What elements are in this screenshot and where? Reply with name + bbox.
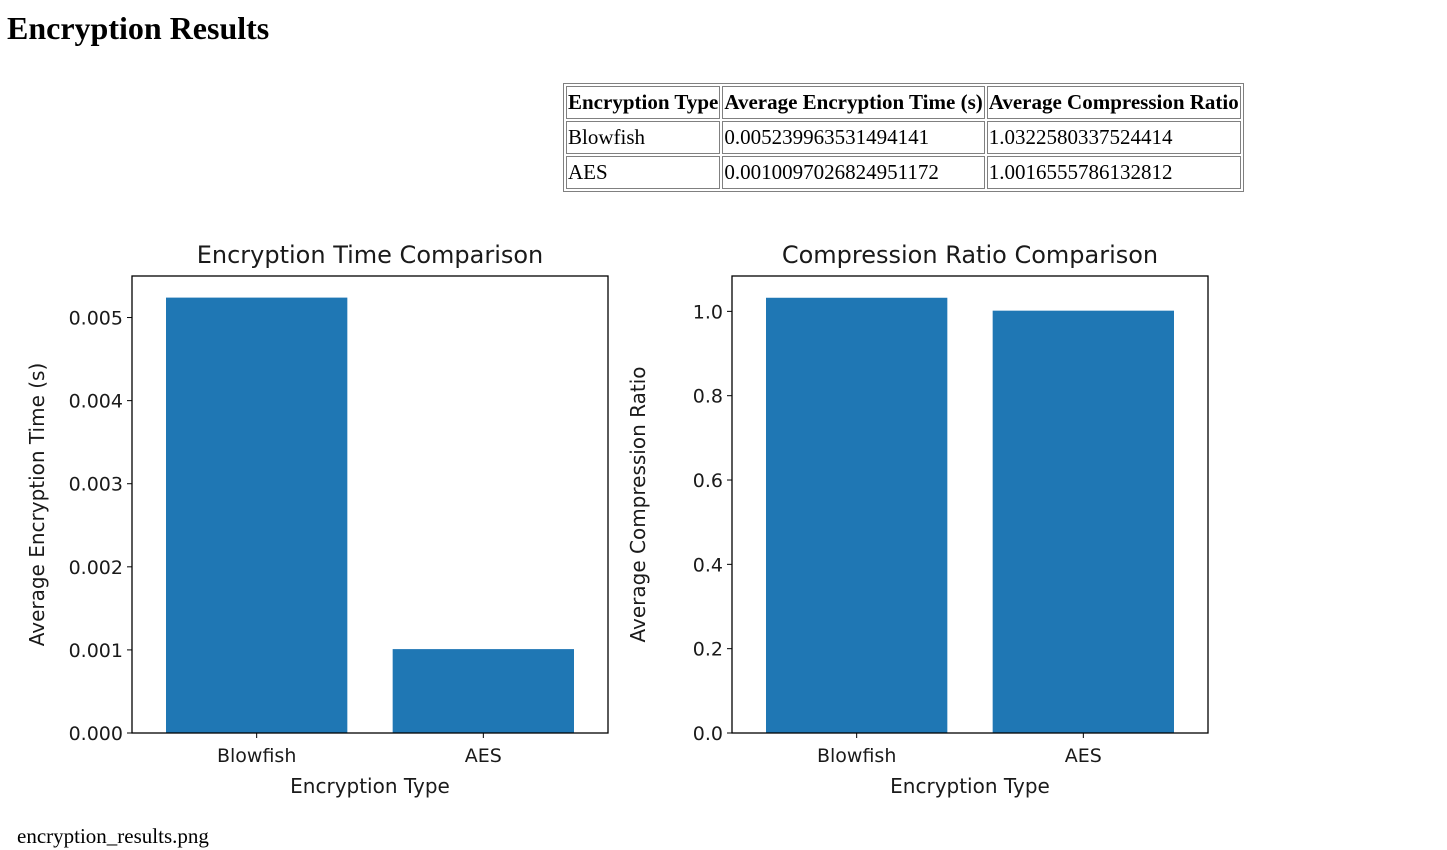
column-header-avg-encryption-time: Average Encryption Time (s) [722,86,985,119]
y-tick-label: 0.002 [69,557,123,579]
table-row: AES 0.0010097026824951172 1.001655578613… [566,156,1241,189]
x-axis-label: Encryption Type [890,774,1050,798]
table-row: Blowfish 0.005239963531494141 1.03225803… [566,121,1241,154]
chart-title: Compression Ratio Comparison [782,241,1158,269]
table-cell: AES [566,156,721,189]
y-tick-label: 0.005 [69,308,123,330]
encryption-time-chart-svg: Encryption Time Comparison Blowfish AES 0.0… [25,241,609,798]
plot-frame [131,275,609,734]
y-tick-label: 0.001 [69,640,123,662]
y-tick-label: 0.000 [69,723,123,745]
y-axis-label: Average Encryption Time (s) [25,363,49,647]
compression-ratio-chart-svg: Compression Ratio Comparison Blowfish AES 0… [626,241,1209,798]
image-caption: encryption_results.png [17,824,209,848]
results-table: Encryption Type Average Encryption Time … [563,83,1244,192]
table-header-row: Encryption Type Average Encryption Time … [566,86,1241,119]
column-header-avg-compression-ratio: Average Compression Ratio [986,86,1241,119]
column-header-encryption-type: Encryption Type [566,86,721,119]
bar-aes [992,310,1174,733]
y-tick-label: 0.2 [693,639,723,661]
bar-blowfish [166,297,348,733]
bar-aes [392,649,574,733]
table-cell: 0.005239963531494141 [722,121,985,154]
x-tick-label: AES [465,745,502,767]
table-cell: Blowfish [566,121,721,154]
page-title: Encryption Results [7,10,270,46]
y-tick-label: 0.4 [693,554,723,576]
y-tick-label: 0.6 [693,470,723,492]
chart-title: Encryption Time Comparison [197,241,544,269]
x-tick-label: Blowfish [217,745,296,767]
y-tick-label: 0.004 [69,391,123,413]
bar-blowfish [766,297,948,733]
compression-ratio-chart: Compression Ratio Comparison Blowfish AES 0… [620,225,1220,810]
x-axis-label: Encryption Type [290,774,450,798]
table-cell: 1.0016555786132812 [986,156,1241,189]
y-axis-label: Average Compression Ratio [626,367,650,643]
y-tick-label: 0.003 [69,474,123,496]
x-tick-label: Blowfish [817,745,896,767]
plot-frame [731,275,1209,734]
table-cell: 1.0322580337524414 [986,121,1241,154]
y-tick-label: 0.8 [693,386,723,408]
y-tick-label: 0.0 [693,723,723,745]
table-cell: 0.0010097026824951172 [722,156,985,189]
x-tick-label: AES [1065,745,1102,767]
y-tick-label: 1.0 [693,301,723,323]
encryption-time-chart: Encryption Time Comparison Blowfish AES 0.0… [20,225,620,810]
